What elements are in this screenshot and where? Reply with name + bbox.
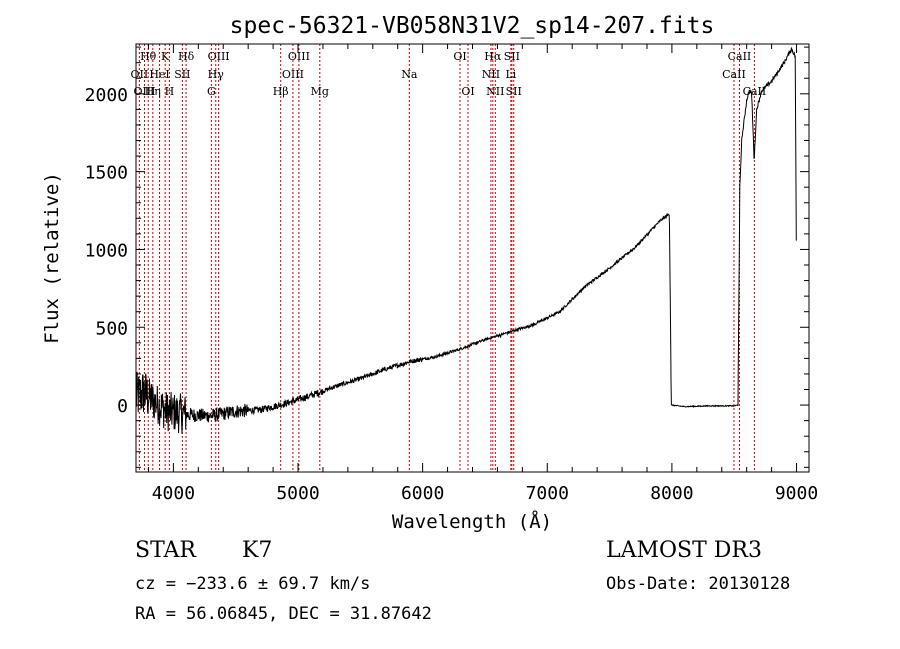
- x-tick-label: 4000: [152, 483, 195, 504]
- object-subclass: K7: [242, 538, 273, 563]
- line-label: NII: [482, 68, 500, 81]
- obs-date: Obs-Date: 20130128: [606, 574, 791, 594]
- line-label: Hβ: [273, 85, 289, 98]
- line-label: OIII: [133, 85, 155, 98]
- x-tick-label: 9000: [775, 483, 818, 504]
- line-label: K: [161, 50, 170, 63]
- line-label: OI: [461, 85, 474, 98]
- x-axis-ticks: 4000 5000 6000 7000 8000 9000: [147, 44, 818, 504]
- x-axis-label: Wavelength (Å): [392, 510, 552, 533]
- y-tick-label: 0: [117, 396, 128, 417]
- line-label: H: [165, 85, 175, 98]
- line-label: OII: [131, 68, 149, 81]
- line-label: Hθ: [140, 50, 157, 63]
- chart-title: spec-56321-VB058N31V2_sp14-207.fits: [230, 13, 715, 39]
- x-tick-label: 6000: [401, 483, 444, 504]
- line-markers: [138, 44, 755, 472]
- spectrum-line: [135, 46, 797, 434]
- line-label: Mg: [311, 85, 329, 98]
- line-label: Hδ: [178, 50, 195, 63]
- line-label: CaII: [722, 68, 746, 81]
- y-tick-label: 1000: [85, 240, 128, 261]
- x-tick-label: 5000: [276, 483, 319, 504]
- y-axis-label: Flux (relative): [41, 172, 63, 344]
- y-tick-label: 2000: [85, 85, 128, 106]
- object-class: STAR: [135, 538, 196, 563]
- line-label: SII: [174, 68, 190, 81]
- line-label: SII: [506, 85, 522, 98]
- line-label: Li: [505, 68, 516, 81]
- line-label: NII: [486, 85, 504, 98]
- line-label: OIII: [282, 68, 304, 81]
- line-label: Hγ: [208, 68, 225, 81]
- survey-name: LAMOST DR3: [606, 538, 762, 563]
- line-label: CaII: [728, 50, 752, 63]
- line-label: Na: [401, 68, 418, 81]
- line-label: Hα: [484, 50, 502, 63]
- x-tick-label: 8000: [650, 483, 693, 504]
- y-axis-ticks: 0 500 1000 1500 2000: [85, 46, 809, 468]
- line-label: OIII: [288, 50, 310, 63]
- x-tick-label: 7000: [526, 483, 569, 504]
- y-tick-label: 500: [95, 318, 128, 339]
- line-label: HeI: [149, 68, 169, 81]
- line-label: SII: [504, 50, 520, 63]
- y-tick-label: 1500: [85, 163, 128, 184]
- line-label: OIII: [208, 50, 230, 63]
- line-label: OI: [453, 50, 466, 63]
- coordinates: RA = 56.06845, DEC = 31.87642: [135, 604, 432, 624]
- line-label: G: [207, 85, 216, 98]
- redshift-readout: cz = −233.6 ± 69.7 km/s: [135, 574, 371, 594]
- line-label: Hη: [145, 85, 161, 98]
